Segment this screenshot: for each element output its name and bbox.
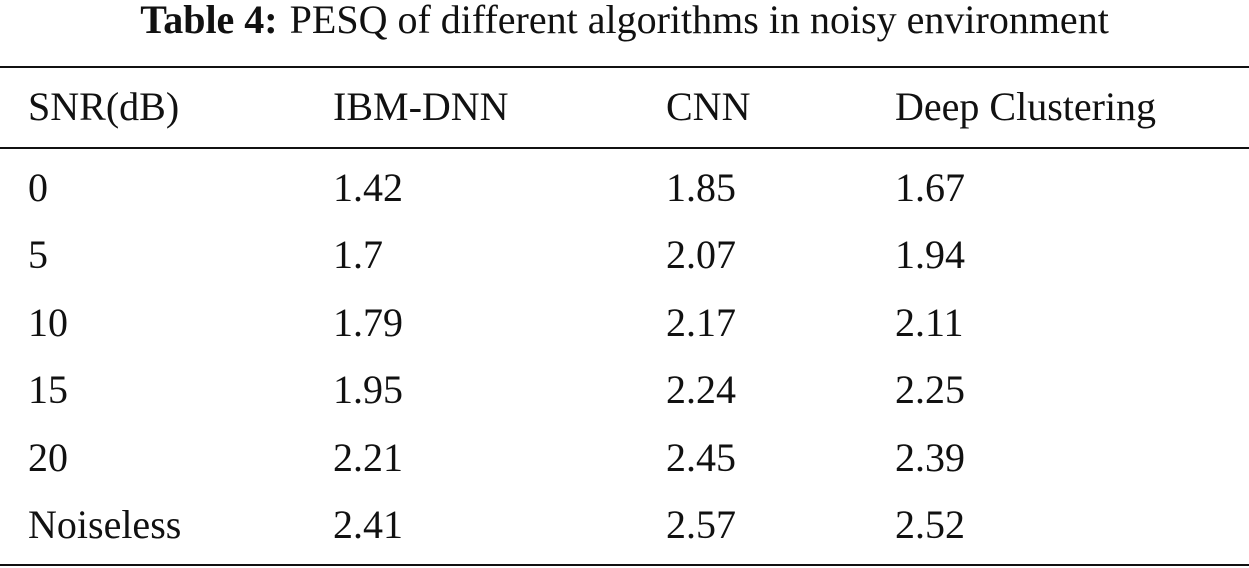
table-cell: 2.25: [895, 367, 965, 413]
caption-text: PESQ of different algorithms in noisy en…: [289, 0, 1109, 42]
table-cell: 2.17: [666, 299, 736, 345]
table-cell: 1.42: [333, 165, 403, 210]
table-cell: 1.7: [333, 232, 383, 278]
bottom-rule: [0, 564, 1249, 566]
header-cell: CNN: [666, 84, 751, 129]
row-label: 0: [28, 165, 48, 210]
table-cell: 2.21: [333, 434, 403, 480]
table-cell: 1.94: [895, 232, 965, 278]
top-rule: [0, 66, 1249, 68]
table-cell: 2.41: [333, 502, 403, 547]
table-cell: 2.57: [666, 502, 736, 547]
table-cell: 1.95: [333, 367, 403, 413]
row-label: Noiseless: [28, 502, 182, 547]
table-cell: 2.39: [895, 434, 965, 480]
header-cell: Deep Clustering: [895, 84, 1157, 129]
table-cell: 2.24: [666, 367, 736, 413]
mid-rule: [0, 147, 1249, 149]
table-cell: 1.67: [895, 165, 965, 210]
table-cell: 2.11: [895, 299, 964, 345]
row-label: 20: [28, 434, 68, 480]
table-cell: 2.52: [895, 502, 965, 547]
table-cell: 1.85: [666, 165, 736, 210]
table-cell: 2.07: [666, 232, 736, 278]
header-cell: SNR(dB): [28, 84, 180, 129]
caption-label: Table 4:: [140, 0, 278, 42]
row-label: 10: [28, 299, 68, 345]
table-cell: 2.45: [666, 434, 736, 480]
caption: Table 4: PESQ of different algorithms in …: [0, 0, 1249, 40]
header-cell: IBM-DNN: [333, 84, 509, 129]
row-label: 5: [28, 232, 48, 278]
row-label: 15: [28, 367, 68, 413]
table-cell: 1.79: [333, 299, 403, 345]
